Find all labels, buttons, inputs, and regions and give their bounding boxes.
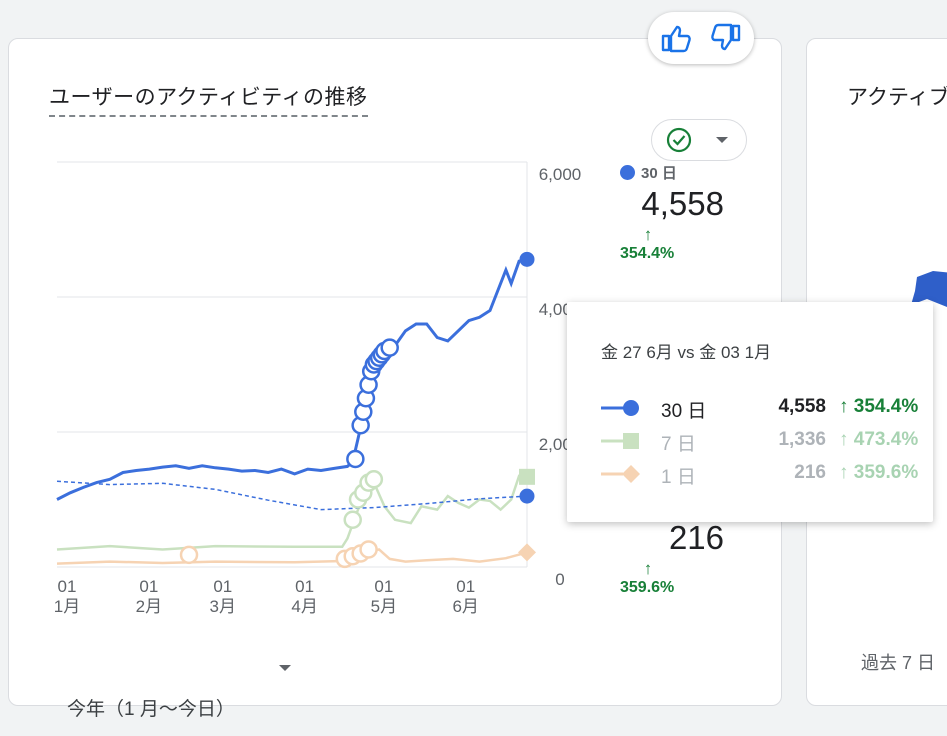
- tooltip-30-value: 4,558: [778, 396, 826, 417]
- legend-1-change: 359.6%: [620, 579, 675, 596]
- status-dropdown-button[interactable]: [651, 119, 747, 161]
- legend-30-value: 4,558: [641, 185, 724, 222]
- series-1-day-marker: [359, 540, 378, 559]
- y-tick-label: 0: [555, 570, 564, 589]
- tooltip-30-label: 30 日: [661, 401, 707, 422]
- tooltip-row-7: 7 日 1,336 ↑ 473.4%: [601, 429, 921, 455]
- x-tick-day: 01: [213, 577, 232, 596]
- tooltip-7-label: 7 日: [661, 434, 696, 455]
- series-1-day-line: [56, 548, 528, 565]
- legend-1-day: 216 ↑ 359.6%: [620, 517, 750, 597]
- series-7-day-marker: [343, 510, 362, 529]
- right-card-footer: 過去 7 日: [861, 653, 936, 673]
- legend-1-arrow: ↑: [643, 559, 653, 578]
- series-30-day-comparison-endpoint: [519, 488, 535, 504]
- x-tick-month: 4月: [291, 597, 317, 616]
- series-30-day-marker: [380, 338, 399, 357]
- series-1-day-marker: [179, 545, 199, 565]
- chevron-down-icon: [716, 137, 728, 143]
- chart-tooltip: 金 27 6月 vs 金 03 1月 30 日 4,558 ↑ 354.4% 7…: [567, 302, 933, 522]
- legend-30-arrow: ↑: [643, 225, 653, 244]
- thumbs-up-icon[interactable]: [660, 23, 692, 53]
- tooltip-1-marker-icon: [601, 465, 640, 483]
- card-title[interactable]: ユーザーのアクティビティの推移: [49, 81, 368, 117]
- tooltip-row-1: 1 日 216 ↑ 359.6%: [601, 462, 921, 488]
- tooltip-date: 金 27 6月 vs 金 03 1月: [601, 343, 772, 362]
- x-tick-day: 01: [456, 577, 475, 596]
- legend-30-change: 354.4%: [620, 245, 675, 262]
- thumbs-down-icon[interactable]: [710, 23, 742, 53]
- date-range-caret-icon[interactable]: [279, 665, 291, 671]
- date-range-selector[interactable]: 今年（1 月〜今日）: [67, 699, 235, 720]
- right-card-title: アクティブ: [847, 86, 947, 109]
- x-tick-month: 2月: [136, 597, 162, 616]
- tooltip-1-change: ↑ 359.6%: [839, 462, 919, 483]
- y-tick-label: 6,000: [539, 165, 582, 184]
- series-30-day-comparison-line: [56, 480, 528, 511]
- legend-dot-30-day: [620, 165, 635, 180]
- series-7-day-line: [56, 474, 528, 551]
- series-7-day-endpoint: [519, 468, 535, 485]
- tooltip-7-marker-icon: [601, 433, 639, 449]
- check-circle-icon: [666, 127, 692, 153]
- series-30-day-line: [56, 257, 528, 501]
- tooltip-1-label: 1 日: [661, 467, 696, 488]
- x-tick-month: 6月: [452, 597, 478, 616]
- series-7-day-marker: [364, 470, 384, 489]
- tooltip-7-value: 1,336: [778, 429, 826, 450]
- x-tick-month: 3月: [210, 597, 236, 616]
- feedback-bar: [648, 12, 754, 64]
- tooltip-30-marker-icon: [601, 400, 639, 416]
- series-1-day-endpoint: [518, 543, 536, 562]
- x-tick-month: 1月: [54, 597, 80, 616]
- x-tick-month: 5月: [371, 597, 397, 616]
- series-30-day-marker: [346, 449, 365, 469]
- legend-30-day: 30 日 4,558 ↑ 354.4%: [620, 162, 750, 263]
- x-tick-day: 01: [295, 577, 314, 596]
- tooltip-row-30: 30 日 4,558 ↑ 354.4%: [601, 396, 921, 422]
- x-tick-day: 01: [374, 577, 393, 596]
- tooltip-1-value: 216: [794, 462, 826, 483]
- x-tick-day: 01: [58, 577, 77, 596]
- tooltip-7-change: ↑ 473.4%: [839, 429, 919, 450]
- map-shape-icon: [911, 271, 947, 307]
- legend-1-value: 216: [668, 519, 724, 556]
- series-30-day-endpoint: [519, 251, 535, 267]
- x-tick-day: 01: [139, 577, 158, 596]
- tooltip-30-change: ↑ 354.4%: [839, 396, 919, 417]
- legend-30-label: 30 日: [641, 165, 677, 182]
